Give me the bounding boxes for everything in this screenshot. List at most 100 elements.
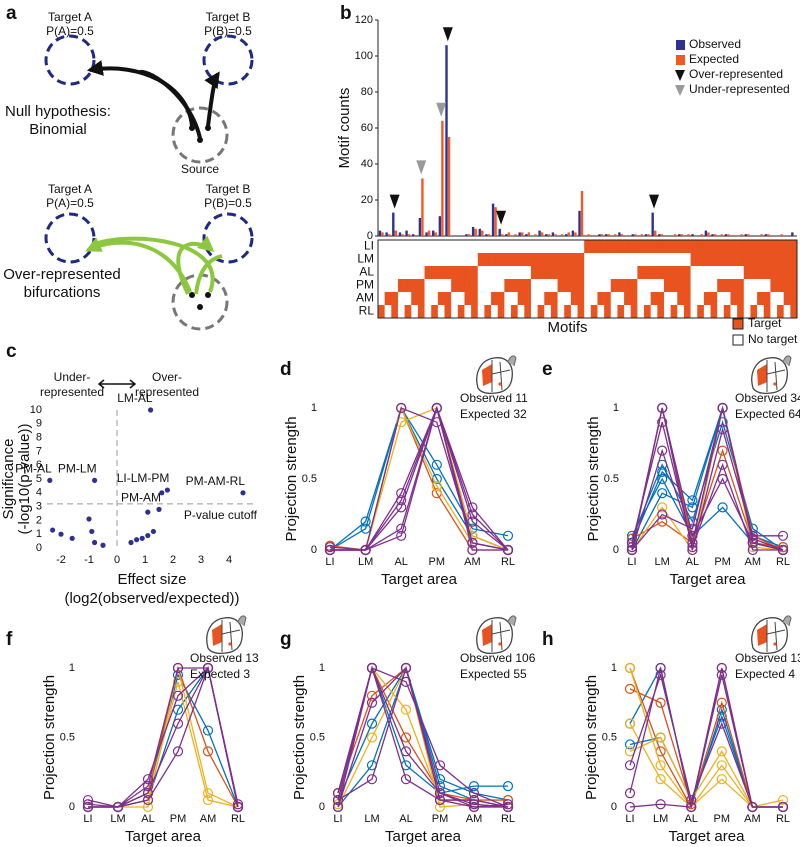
bar: [478, 228, 481, 236]
point: [396, 402, 407, 414]
panel-label: g: [280, 629, 292, 650]
matrix-cell: [624, 292, 632, 306]
matrix-cell: [411, 279, 419, 293]
y-axis-label: Projection strength: [283, 416, 300, 541]
matrix-cell: [703, 240, 711, 254]
matrix-cell: [604, 240, 612, 254]
matrix-cell: [683, 292, 691, 306]
matrix-cell: [577, 240, 585, 254]
matrix-cell: [451, 253, 459, 267]
y-tick-label: 9: [36, 418, 42, 430]
bar: [691, 234, 694, 236]
annotation: Expected 4: [735, 667, 795, 681]
y-tick-label: 80: [361, 86, 373, 98]
matrix-cell: [378, 253, 385, 267]
point: [159, 490, 165, 496]
matrix-cell: [511, 253, 518, 267]
point: [624, 718, 636, 729]
icon-lines: [491, 360, 511, 392]
matrix-cell: [577, 253, 585, 267]
matrix-cell: [544, 266, 552, 280]
bar: [385, 232, 388, 236]
icon-outline: [206, 617, 243, 654]
matrix-cell: [477, 279, 485, 293]
point: [468, 781, 480, 792]
point: [655, 774, 666, 785]
dot: [189, 292, 195, 298]
icon-outline: [751, 357, 788, 394]
matrix-cell: [384, 305, 392, 319]
y-tick-label: 0: [611, 801, 617, 813]
matrix-cell: [384, 279, 392, 293]
matrix-cell: [431, 240, 439, 254]
x-tick-label: -1: [84, 554, 94, 566]
matrix-cell: [464, 266, 472, 280]
x-tick-label: RL: [776, 813, 790, 825]
x-tick-label: AL: [686, 556, 699, 568]
point: [164, 487, 170, 493]
point: [232, 801, 244, 813]
matrix-cell: [763, 305, 771, 319]
point-label: PM-AM-RL: [186, 474, 246, 488]
dot: [197, 137, 203, 143]
matrix-cell: [770, 305, 778, 319]
point-label: PM-LM: [58, 462, 97, 476]
matrix-cell: [657, 266, 665, 280]
point: [366, 662, 378, 674]
matrix-cell: [471, 266, 479, 280]
matrix-cell: [644, 279, 651, 293]
matrix-cell: [517, 253, 525, 267]
brain-icon: [751, 355, 792, 394]
matrix-cell: [670, 279, 678, 293]
bar: [644, 234, 648, 236]
point: [502, 530, 514, 541]
matrix-cell: [391, 292, 399, 306]
matrix-cell: [677, 279, 685, 293]
matrix-cell: [497, 292, 505, 306]
series-line: [629, 688, 783, 808]
icon-lines: [766, 360, 786, 392]
matrix-cell: [504, 266, 512, 280]
matrix-cell: [584, 240, 592, 254]
matrix-cell: [484, 253, 492, 267]
x-tick-label: AM: [200, 813, 217, 825]
matrix-cell: [544, 240, 552, 254]
matrix-cell: [491, 305, 499, 319]
matrix-cell: [431, 305, 439, 319]
series-line: [631, 407, 784, 552]
hypothesis-label: Null hypothesis:: [5, 103, 111, 120]
x-axis-label: Motifs: [547, 319, 587, 336]
matrix-cell: [703, 266, 711, 280]
matrix-cell: [743, 279, 751, 293]
row-label: PM: [356, 278, 374, 292]
x-tick-label: PM: [170, 813, 187, 825]
matrix-cell: [737, 305, 745, 319]
target-label: Target B: [206, 10, 251, 24]
bar: [398, 232, 402, 236]
matrix-cell: [663, 253, 671, 267]
matrix-cell: [703, 292, 711, 306]
point: [69, 535, 75, 541]
x-tick-label: LM: [358, 556, 373, 568]
cutoff-label: P-value cutoff: [184, 508, 258, 522]
y-tick-label: 1: [311, 402, 317, 414]
point: [716, 718, 727, 729]
matrix-cell: [590, 266, 598, 280]
matrix-cell: [451, 305, 459, 319]
matrix-cell: [770, 266, 778, 280]
bar: [764, 234, 767, 236]
matrix-cell: [404, 253, 412, 267]
point: [747, 544, 758, 556]
bar: [560, 234, 564, 236]
point: [716, 774, 727, 785]
matrix-cell: [644, 292, 651, 306]
bar: [598, 234, 601, 236]
matrix-cell: [391, 305, 399, 319]
point: [324, 544, 336, 556]
matrix-cell: [697, 266, 705, 280]
matrix-cell: [683, 305, 691, 319]
matrix-cell: [783, 253, 791, 267]
matrix-cell: [404, 305, 412, 319]
matrix-cell: [564, 279, 572, 293]
matrix-cell: [757, 253, 765, 267]
